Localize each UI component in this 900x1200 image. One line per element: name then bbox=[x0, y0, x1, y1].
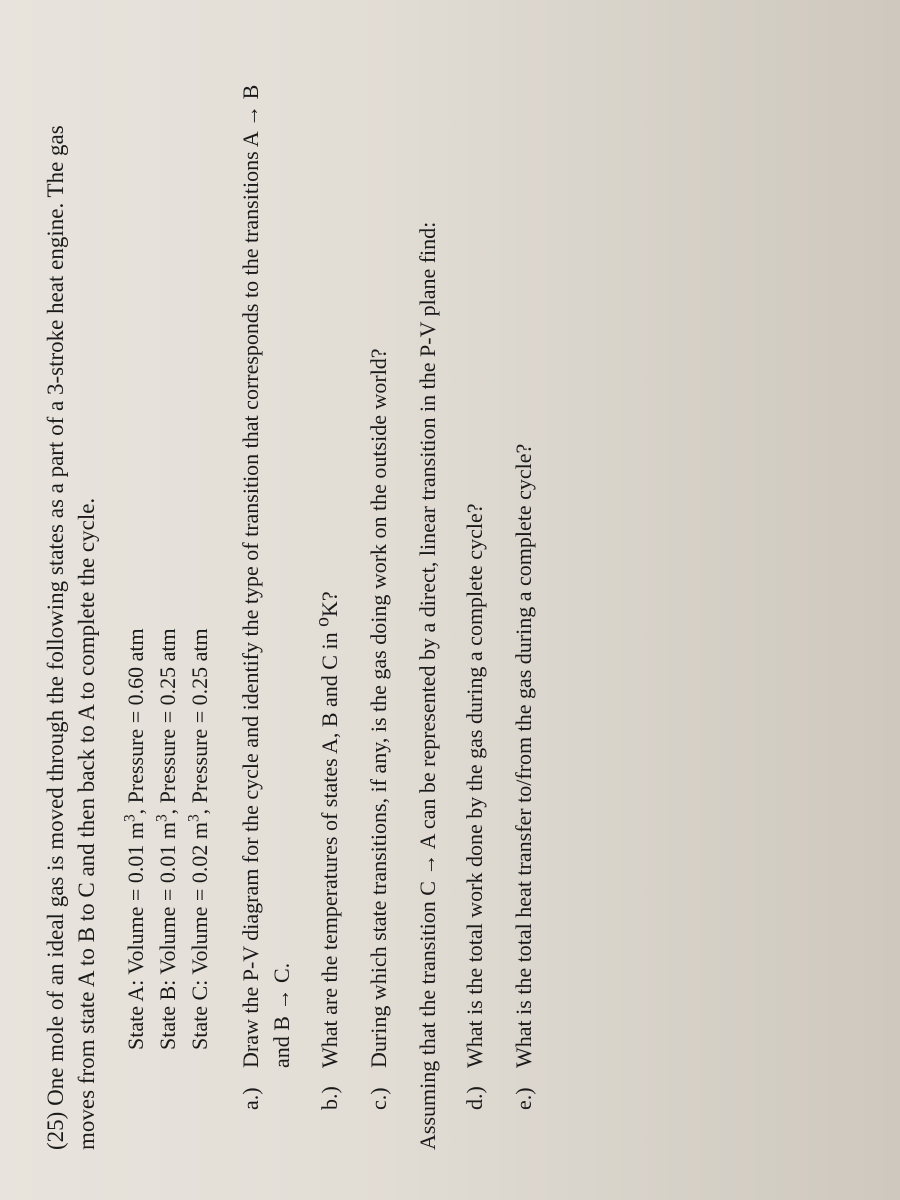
question-a: a.) Draw the P-V diagram for the cycle a… bbox=[236, 60, 298, 1110]
state-a-label: State A: bbox=[123, 980, 148, 1050]
questions-block-2: d.) What is the total work done by the g… bbox=[460, 60, 540, 1110]
state-b-sep: , bbox=[155, 809, 180, 815]
state-c-sep: , bbox=[187, 809, 212, 815]
page-content: (25) One mole of an ideal gas is moved t… bbox=[0, 0, 900, 1200]
question-b-pre: What are the temperatures of states A, B… bbox=[317, 627, 342, 1068]
state-c-volume: Volume = 0.02 m bbox=[187, 822, 212, 975]
question-c-text: During which state transitions, if any, … bbox=[364, 60, 395, 1068]
state-c-pressure: Pressure = 0.25 atm bbox=[187, 628, 212, 803]
state-a-sep: , bbox=[123, 809, 148, 815]
question-d-label: d.) bbox=[460, 1068, 491, 1110]
question-e-text: What is the total heat transfer to/from … bbox=[509, 60, 540, 1068]
question-a-text: Draw the P-V diagram for the cycle and i… bbox=[236, 60, 298, 1068]
state-c: State C: Volume = 0.02 m3, Pressure = 0.… bbox=[184, 60, 216, 1050]
state-b-label: State B: bbox=[155, 980, 180, 1050]
question-e-label: e.) bbox=[509, 1068, 540, 1110]
question-c: c.) During which state transitions, if a… bbox=[364, 60, 395, 1110]
question-b: b.) What are the temperatures of states … bbox=[315, 60, 346, 1110]
state-b-pressure: Pressure = 0.25 atm bbox=[155, 628, 180, 803]
state-c-vol-exp: 3 bbox=[186, 814, 203, 822]
state-a-volume: Volume = 0.01 m bbox=[123, 822, 148, 975]
state-b: State B: Volume = 0.01 m3, Pressure = 0.… bbox=[152, 60, 184, 1050]
question-a-label: a.) bbox=[236, 1068, 298, 1110]
problem-number: (25) bbox=[43, 1112, 68, 1150]
questions-block-1: a.) Draw the P-V diagram for the cycle a… bbox=[236, 60, 395, 1110]
intro-text: One mole of an ideal gas is moved throug… bbox=[43, 125, 99, 1150]
question-b-text: What are the temperatures of states A, B… bbox=[315, 60, 346, 1068]
problem-intro: (25) One mole of an ideal gas is moved t… bbox=[40, 60, 102, 1150]
question-d: d.) What is the total work done by the g… bbox=[460, 60, 491, 1110]
assumption-text: Assuming that the transition C → A can b… bbox=[413, 60, 444, 1150]
states-block: State A: Volume = 0.01 m3, Pressure = 0.… bbox=[120, 60, 216, 1050]
state-a-pressure: Pressure = 0.60 atm bbox=[123, 628, 148, 803]
question-b-label: b.) bbox=[315, 1068, 346, 1110]
state-a: State A: Volume = 0.01 m3, Pressure = 0.… bbox=[120, 60, 152, 1050]
state-c-label: State C: bbox=[187, 980, 212, 1050]
state-a-vol-exp: 3 bbox=[122, 814, 139, 822]
question-d-text: What is the total work done by the gas d… bbox=[460, 60, 491, 1068]
degree-symbol: o bbox=[312, 617, 334, 627]
state-b-vol-exp: 3 bbox=[154, 814, 171, 822]
question-b-unit: K? bbox=[317, 591, 342, 617]
question-e: e.) What is the total heat transfer to/f… bbox=[509, 60, 540, 1110]
question-c-label: c.) bbox=[364, 1068, 395, 1110]
state-b-volume: Volume = 0.01 m bbox=[155, 822, 180, 975]
